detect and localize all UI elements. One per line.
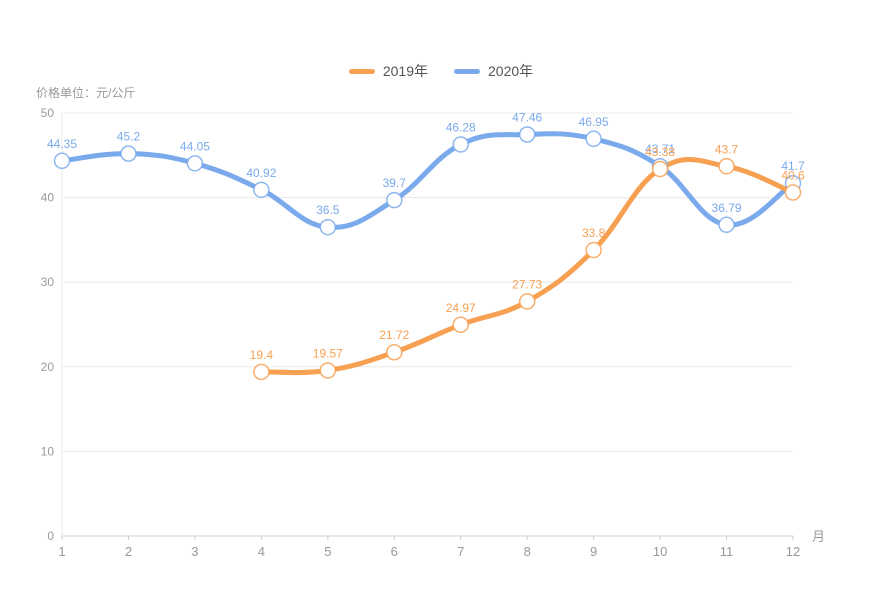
data-point-marker-2020年 <box>585 130 602 148</box>
value-label-2019年: 40.6 <box>781 169 805 183</box>
value-label-2020年: 46.95 <box>579 115 609 129</box>
data-point-marker-2020年 <box>386 191 403 209</box>
value-label-2019年: 43.38 <box>645 145 675 159</box>
data-point-marker-2020年 <box>452 136 469 153</box>
data-point-marker-2020年 <box>120 145 137 162</box>
legend-label-2019: 2019年 <box>382 63 428 79</box>
value-label-2019年: 27.73 <box>512 277 542 291</box>
y-tick-label: 10 <box>41 444 55 458</box>
value-label-2020年: 44.35 <box>47 137 77 151</box>
y-tick-label: 40 <box>41 191 55 205</box>
data-point-marker-2019年 <box>452 316 469 334</box>
legend-item-2019[interactable]: 2019年 <box>348 61 428 81</box>
chart-legend: 2019年 2020年 <box>0 61 882 81</box>
value-label-2019年: 33.8 <box>582 226 606 240</box>
x-tick-label: 2 <box>125 544 132 559</box>
value-label-2020年: 46.28 <box>446 120 476 134</box>
value-label-2019年: 19.4 <box>250 348 274 362</box>
legend-label-2020: 2020年 <box>488 63 534 79</box>
data-point-marker-2019年 <box>784 184 802 201</box>
value-label-2019年: 19.57 <box>313 346 343 360</box>
x-tick-label: 4 <box>258 544 265 559</box>
value-label-2019年: 24.97 <box>446 301 476 315</box>
data-point-marker-2019年 <box>253 363 270 381</box>
y-axis-unit-label: 价格单位：元/公斤 <box>36 86 136 100</box>
data-point-marker-2020年 <box>253 181 270 199</box>
x-tick-label: 3 <box>191 544 198 559</box>
value-label-2020年: 39.7 <box>383 176 407 190</box>
value-label-2020年: 43.71 <box>645 142 675 156</box>
data-point-marker-2019年 <box>518 293 536 310</box>
value-label-2020年: 45.2 <box>117 130 141 144</box>
data-point-marker-2019年 <box>718 158 735 175</box>
x-tick-label: 11 <box>720 544 734 559</box>
data-point-marker-2019年 <box>651 160 669 178</box>
data-point-marker-2020年 <box>518 126 536 143</box>
data-point-marker-2019年 <box>319 362 337 379</box>
x-tick-label: 8 <box>524 544 531 559</box>
y-tick-label: 20 <box>41 360 55 374</box>
y-tick-label: 30 <box>41 275 55 289</box>
x-axis-name: 月 <box>812 529 825 544</box>
x-tick-label: 10 <box>653 544 667 559</box>
value-label-2020年: 41.7 <box>781 159 805 173</box>
x-tick-label: 9 <box>590 544 597 559</box>
value-label-2019年: 43.7 <box>715 142 739 156</box>
x-tick-label: 7 <box>457 544 464 559</box>
data-point-marker-2019年 <box>585 241 602 259</box>
legend-line-marker-2020 <box>454 68 480 74</box>
series-line-2020年 <box>59 131 796 230</box>
legend-item-2020[interactable]: 2020年 <box>454 61 533 81</box>
data-point-marker-2020年 <box>186 155 204 172</box>
value-label-2020年: 36.79 <box>712 201 742 215</box>
x-tick-label: 12 <box>786 544 800 559</box>
x-tick-label: 1 <box>58 544 65 559</box>
legend-line-marker-2019 <box>348 68 375 74</box>
x-tick-label: 6 <box>391 544 398 559</box>
value-label-2020年: 44.05 <box>180 139 210 153</box>
value-label-2020年: 40.92 <box>246 166 276 180</box>
value-label-2020年: 47.46 <box>512 110 542 124</box>
data-point-marker-2020年 <box>53 152 71 170</box>
value-label-2020年: 36.5 <box>316 203 340 217</box>
y-tick-label: 0 <box>47 529 54 543</box>
y-tick-label: 50 <box>41 106 55 120</box>
series-line-2019年 <box>258 156 796 376</box>
data-point-marker-2019年 <box>386 343 403 361</box>
x-tick-label: 5 <box>324 544 331 559</box>
data-point-marker-2020年 <box>718 216 735 234</box>
value-label-2019年: 21.72 <box>379 328 409 342</box>
data-point-marker-2020年 <box>319 218 337 236</box>
